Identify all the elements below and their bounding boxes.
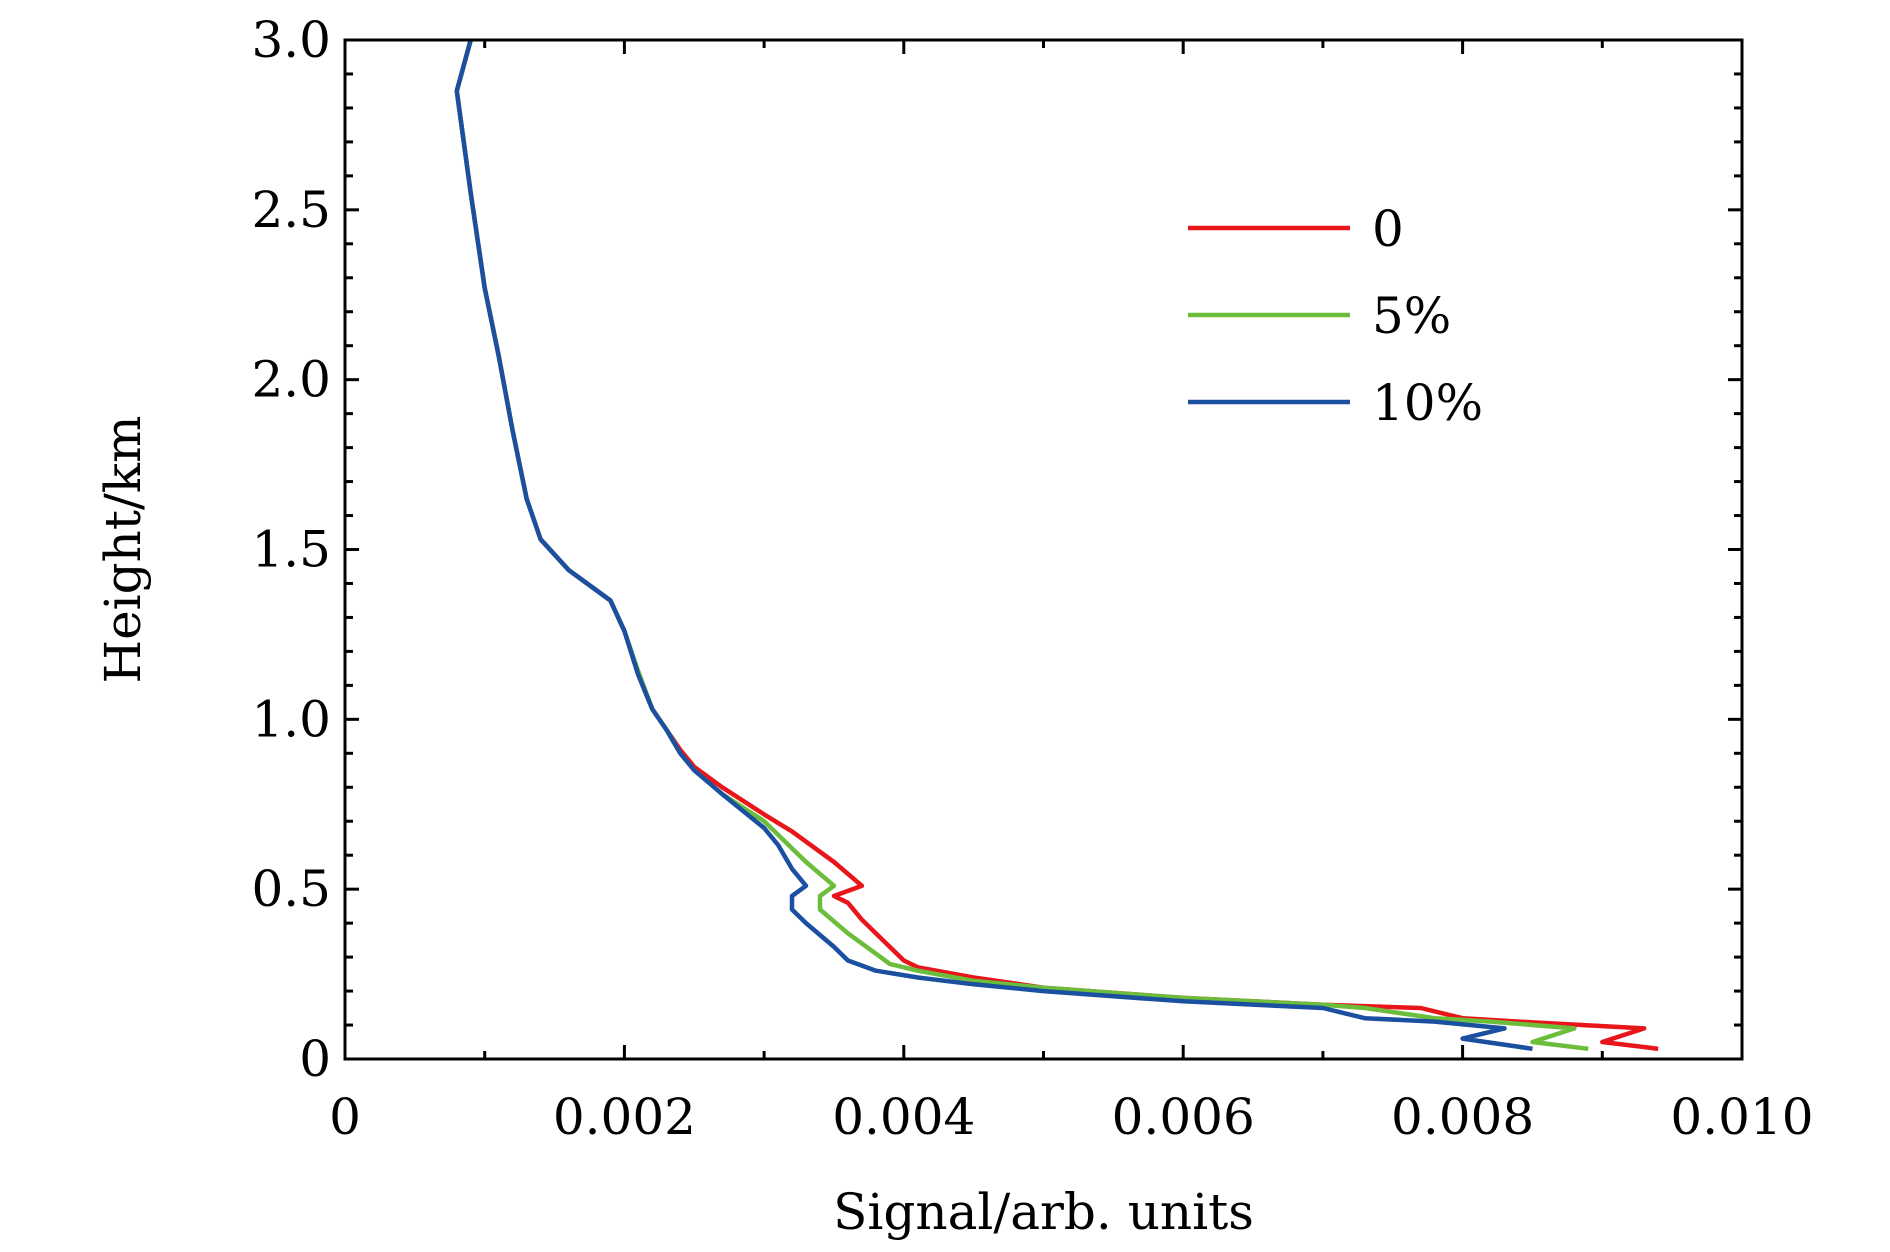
plot-frame [343, 38, 1744, 1061]
y-tick-label: 3.0 [251, 11, 331, 69]
x-tick-label: 0.008 [1391, 1088, 1534, 1146]
y-tick-label: 2.5 [251, 181, 331, 239]
y-tick-label: 1.0 [251, 690, 331, 748]
y-tick-label: 0 [299, 1030, 331, 1088]
series-line-0 [454, 39, 1659, 1052]
y-tick-label: 0.5 [251, 860, 331, 918]
legend: 0 5% 10% [1188, 200, 1483, 432]
x-tick-label: 0.002 [553, 1088, 696, 1146]
axis-ticks [343, 38, 1744, 1061]
x-tick-label: 0 [329, 1088, 361, 1146]
y-tick-label: 1.5 [251, 521, 331, 579]
tick-labels: 0 0.002 0.004 0.006 0.008 0.010 0 0.5 1.0 1.5 2.0 2… [251, 11, 1813, 1146]
y-axis-label: Height/km [94, 415, 152, 683]
series-line-1 [454, 39, 1589, 1052]
x-tick-label: 0.010 [1670, 1088, 1813, 1146]
x-tick-label: 0.004 [832, 1088, 975, 1146]
y-tick-label: 2.0 [251, 351, 331, 409]
plot-lines [454, 39, 1659, 1052]
legend-label-0: 0 [1372, 200, 1404, 258]
x-tick-label: 0.006 [1112, 1088, 1255, 1146]
legend-label-2: 10% [1372, 374, 1483, 432]
x-axis-label: Signal/arb. units [833, 1183, 1254, 1241]
legend-label-1: 5% [1372, 287, 1451, 345]
series-line-2 [454, 39, 1533, 1052]
